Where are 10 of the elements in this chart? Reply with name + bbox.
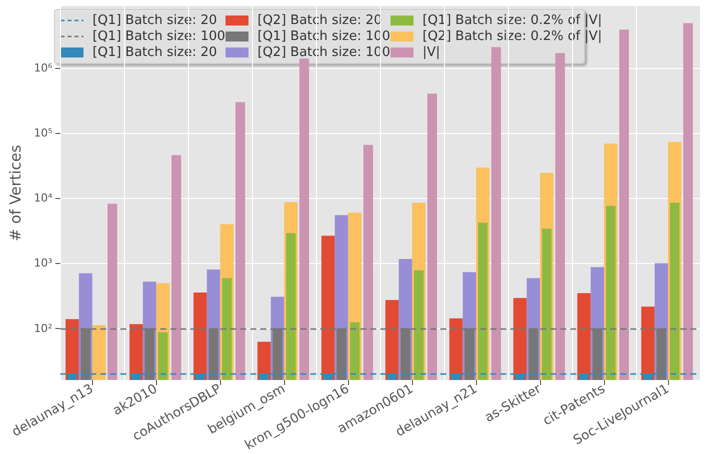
legend-label: [Q1] Batch size: 20 bbox=[92, 45, 218, 60]
y-axis-title: # of Vertices bbox=[6, 144, 24, 242]
y-tick-label: 10⁴ bbox=[34, 192, 53, 205]
y-tick-label: 10⁵ bbox=[34, 126, 52, 140]
y-tick-label: 10² bbox=[34, 322, 52, 335]
y-tick-label: 10⁶ bbox=[34, 62, 53, 75]
y-tick-label: 10³ bbox=[34, 256, 52, 270]
legend-label: [Q1] Batch size: 100 bbox=[92, 29, 226, 44]
legend-label: [Q1] Batch size: 20 bbox=[92, 13, 218, 28]
legend-label: |V| bbox=[422, 45, 440, 60]
